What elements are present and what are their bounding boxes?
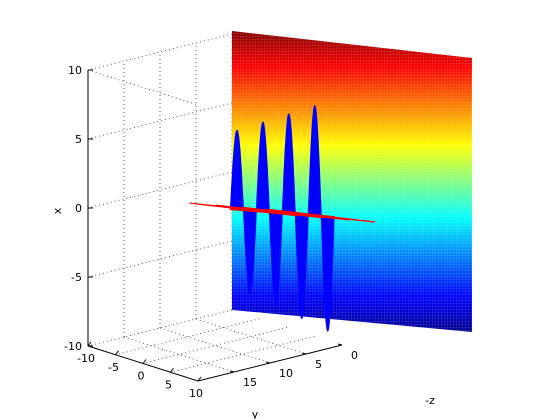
grid-lines	[87, 33, 315, 373]
x-tick-label: -10	[77, 352, 95, 365]
xlabel: y	[252, 408, 259, 419]
z-tick-label: 5	[75, 133, 82, 146]
y-tick-label: 10	[279, 367, 293, 380]
z-tick-label: -5	[71, 271, 82, 284]
grid-line	[170, 335, 315, 373]
x-tick	[170, 367, 174, 373]
x-tick	[115, 350, 119, 356]
color-plane	[232, 31, 472, 332]
zlabel: x	[51, 207, 64, 214]
y-tick	[229, 370, 235, 373]
x-tick-label: 10	[189, 387, 203, 400]
grid-line	[87, 33, 233, 71]
x-tick-label: 5	[165, 378, 172, 391]
grid-line	[123, 336, 235, 373]
y-tick	[337, 343, 343, 346]
x-tick	[197, 376, 202, 382]
y-tick-label: 15	[243, 376, 257, 389]
ylabel: -z	[425, 394, 435, 407]
x-tick-label: 0	[138, 370, 145, 383]
z-tick-label: -10	[64, 340, 82, 353]
tick-labels: -10 -5 0 5 10 -10 -5 0 5 10 0 5 10 15	[64, 64, 358, 400]
z-tick-label: 10	[68, 64, 82, 77]
b-field-wave	[189, 202, 375, 223]
y-tick-label: 0	[351, 349, 358, 362]
grid-line	[87, 69, 199, 106]
z-tick-label: 0	[75, 202, 82, 215]
y-tick-label: 5	[315, 358, 322, 371]
grid-line	[87, 240, 233, 278]
wave-series	[189, 104, 375, 332]
grid-line	[87, 309, 233, 347]
x-tick-label: -5	[108, 361, 119, 374]
color-plane-mesh	[232, 31, 472, 332]
y-tick	[301, 352, 307, 355]
y-tick	[265, 361, 271, 364]
axes-box	[87, 69, 343, 382]
grid-line	[159, 327, 271, 364]
x-tick	[87, 341, 92, 347]
x-tick	[142, 359, 147, 364]
grid-line	[87, 102, 233, 140]
grid-line	[87, 171, 233, 209]
grid-line	[115, 318, 260, 356]
grid-line	[142, 327, 288, 364]
grid-line	[195, 318, 307, 355]
